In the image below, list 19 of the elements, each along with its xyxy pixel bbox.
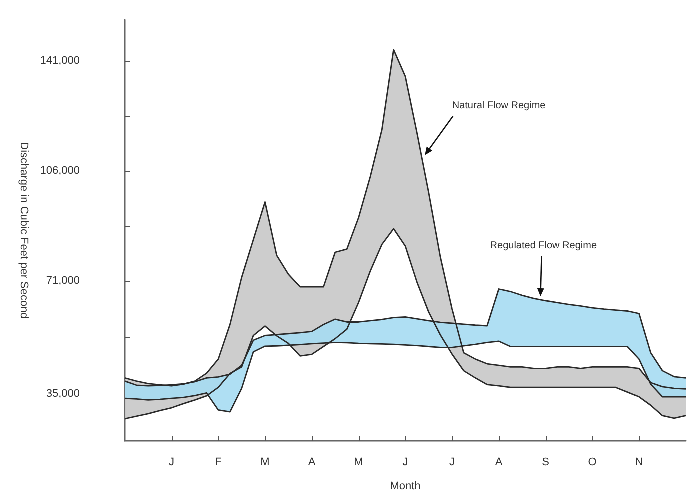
x-tick-label: J [450, 456, 455, 468]
annotation: Natural Flow Regime [452, 100, 546, 112]
x-tick-label: M [260, 456, 270, 468]
x-tick-label: J [402, 456, 408, 468]
x-tick-label: F [215, 456, 222, 468]
annotation: Regulated Flow Regime [490, 240, 598, 252]
x-tick-label: M [354, 456, 364, 468]
x-tick-label: N [635, 456, 644, 468]
y-tick-label: 106,000 [40, 164, 80, 177]
x-tick-label: A [495, 456, 504, 468]
y-tick-label: 71,000 [46, 274, 80, 287]
x-axis-title: Month [390, 480, 421, 492]
y-tick-label: 35,000 [46, 388, 80, 400]
x-tick-label: O [588, 456, 598, 468]
y-axis-title: Discharge in Cubic Feet per Second [18, 142, 30, 319]
x-tick-label: S [542, 456, 550, 468]
x-tick-label: A [308, 456, 316, 468]
y-tick-label: 141,000 [40, 54, 80, 67]
x-tick-label: J [169, 456, 174, 468]
